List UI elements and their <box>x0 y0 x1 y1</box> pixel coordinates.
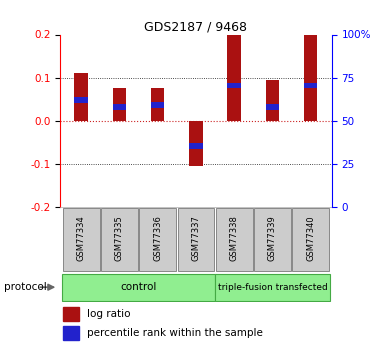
Text: GSM77338: GSM77338 <box>230 216 239 262</box>
Text: triple-fusion transfected: triple-fusion transfected <box>218 283 327 292</box>
Text: GSM77336: GSM77336 <box>153 216 162 262</box>
Text: protocol: protocol <box>4 282 47 292</box>
Text: percentile rank within the sample: percentile rank within the sample <box>87 328 263 338</box>
FancyBboxPatch shape <box>215 274 330 301</box>
Text: GSM77335: GSM77335 <box>115 216 124 262</box>
Bar <box>74 73 88 121</box>
Bar <box>227 34 241 121</box>
Bar <box>304 34 317 121</box>
Bar <box>266 104 279 110</box>
Text: GSM77337: GSM77337 <box>191 216 201 262</box>
Text: control: control <box>120 282 157 292</box>
Text: log ratio: log ratio <box>87 309 131 319</box>
Bar <box>189 143 203 149</box>
Text: GSM77340: GSM77340 <box>306 216 315 261</box>
Bar <box>151 102 165 108</box>
FancyBboxPatch shape <box>62 274 215 301</box>
FancyBboxPatch shape <box>254 208 291 271</box>
Bar <box>189 121 203 166</box>
FancyBboxPatch shape <box>139 208 176 271</box>
Bar <box>227 82 241 88</box>
Bar <box>113 88 126 121</box>
Bar <box>151 88 165 121</box>
FancyBboxPatch shape <box>101 208 138 271</box>
Bar <box>63 326 79 339</box>
FancyBboxPatch shape <box>216 208 253 271</box>
Text: GSM77339: GSM77339 <box>268 216 277 262</box>
Bar <box>113 104 126 110</box>
Bar <box>304 82 317 88</box>
Bar <box>74 97 88 103</box>
FancyBboxPatch shape <box>63 208 100 271</box>
Bar <box>266 80 279 121</box>
Text: GSM77334: GSM77334 <box>77 216 86 262</box>
FancyBboxPatch shape <box>178 208 214 271</box>
FancyBboxPatch shape <box>292 208 329 271</box>
Title: GDS2187 / 9468: GDS2187 / 9468 <box>144 20 248 33</box>
Bar <box>63 307 79 321</box>
